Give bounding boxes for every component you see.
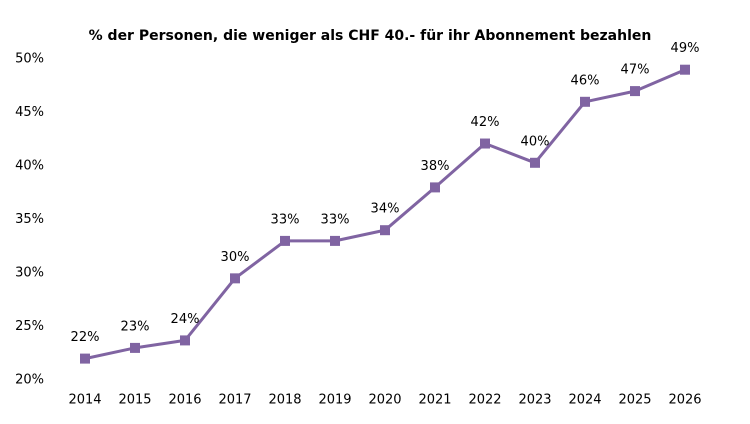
x-tick-label: 2021: [418, 393, 451, 408]
data-label: 33%: [321, 212, 350, 227]
data-label: 40%: [521, 134, 550, 149]
data-label: 23%: [121, 319, 150, 334]
x-tick-label: 2019: [318, 393, 351, 408]
marker: [130, 342, 140, 353]
x-tick-label: 2025: [618, 393, 651, 408]
marker: [330, 235, 340, 246]
data-label: 47%: [621, 63, 650, 78]
data-label: 33%: [271, 212, 300, 227]
x-tick-label: 2018: [268, 393, 301, 408]
x-tick-label: 2020: [368, 393, 401, 408]
data-label: 46%: [571, 73, 600, 88]
y-tick-label: 35%: [15, 212, 44, 227]
x-tick-label: 2023: [518, 393, 551, 408]
y-tick-label: 45%: [15, 105, 44, 120]
marker: [680, 64, 690, 75]
marker: [80, 353, 90, 364]
data-label: 22%: [71, 330, 100, 345]
data-label: 42%: [471, 115, 500, 130]
y-tick-label: 30%: [15, 266, 44, 281]
x-tick-label: 2016: [168, 393, 201, 408]
y-tick-label: 25%: [15, 319, 44, 334]
chart-title: % der Personen, die weniger als CHF 40.-…: [89, 28, 652, 44]
y-tick-label: 40%: [15, 159, 44, 174]
marker: [280, 235, 290, 246]
marker: [380, 225, 390, 236]
data-label: 30%: [221, 250, 250, 265]
x-tick-label: 2015: [118, 393, 151, 408]
data-label: 38%: [421, 159, 450, 174]
x-tick-label: 2024: [568, 393, 601, 408]
x-tick-label: 2014: [68, 393, 101, 408]
data-label: 24%: [171, 312, 200, 327]
y-tick-label: 50%: [15, 52, 44, 67]
marker: [230, 273, 240, 284]
data-label: 49%: [671, 41, 700, 56]
x-tick-label: 2022: [468, 393, 501, 408]
x-tick-label: 2026: [668, 393, 701, 408]
marker: [180, 335, 190, 346]
marker: [580, 96, 590, 107]
x-tick-label: 2017: [218, 393, 251, 408]
marker: [630, 86, 640, 97]
data-label: 34%: [371, 202, 400, 217]
marker: [480, 138, 490, 149]
y-tick-label: 20%: [15, 373, 44, 388]
marker: [530, 157, 540, 168]
marker: [430, 182, 440, 193]
